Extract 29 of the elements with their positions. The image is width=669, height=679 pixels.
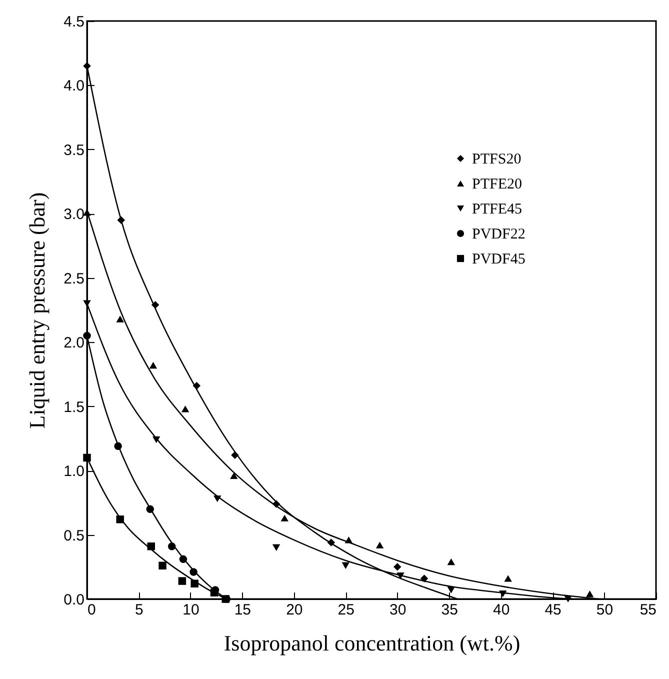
legend-label: PVDF45 xyxy=(472,252,526,268)
y-tick-label: 0.5 xyxy=(64,527,84,544)
x-tick-label: 5 xyxy=(135,602,144,618)
y-tick-label: 0.0 xyxy=(64,592,84,608)
x-tick-label: 10 xyxy=(182,602,200,618)
x-tick-label: 55 xyxy=(640,602,656,618)
y-tick-label: 1.5 xyxy=(64,398,84,416)
legend-label: PTFE20 xyxy=(472,176,522,192)
x-axis-title: Isopropanol concentration (wt.%) xyxy=(224,630,520,656)
x-tick-label: 40 xyxy=(492,602,510,618)
x-tick-label: 25 xyxy=(338,602,354,618)
x-tick-label: 45 xyxy=(544,602,562,618)
y-tick-label: 1.0 xyxy=(64,463,84,480)
y-tick-label: 4.5 xyxy=(64,14,84,30)
y-axis-title: Liquid entry pressure (bar) xyxy=(24,192,50,429)
x-tick-label: 30 xyxy=(390,602,406,618)
y-tick-label: 2.5 xyxy=(64,270,84,288)
y-tick-label: 3.5 xyxy=(64,142,84,159)
legend-label: PTFS20 xyxy=(472,152,522,168)
x-tick-label: 35 xyxy=(441,602,458,618)
y-tick-label: 3.0 xyxy=(64,206,84,224)
x-tick-label: 0 xyxy=(88,602,96,618)
x-tick-label: 15 xyxy=(234,602,252,618)
y-tick-label: 4.0 xyxy=(64,78,84,95)
x-tick-label: 20 xyxy=(286,602,303,618)
y-tick-label: 2.0 xyxy=(64,334,84,352)
legend-label: PTFE45 xyxy=(472,202,522,218)
legend-label: PVDF22 xyxy=(472,226,526,242)
x-tick-label: 50 xyxy=(596,602,614,618)
